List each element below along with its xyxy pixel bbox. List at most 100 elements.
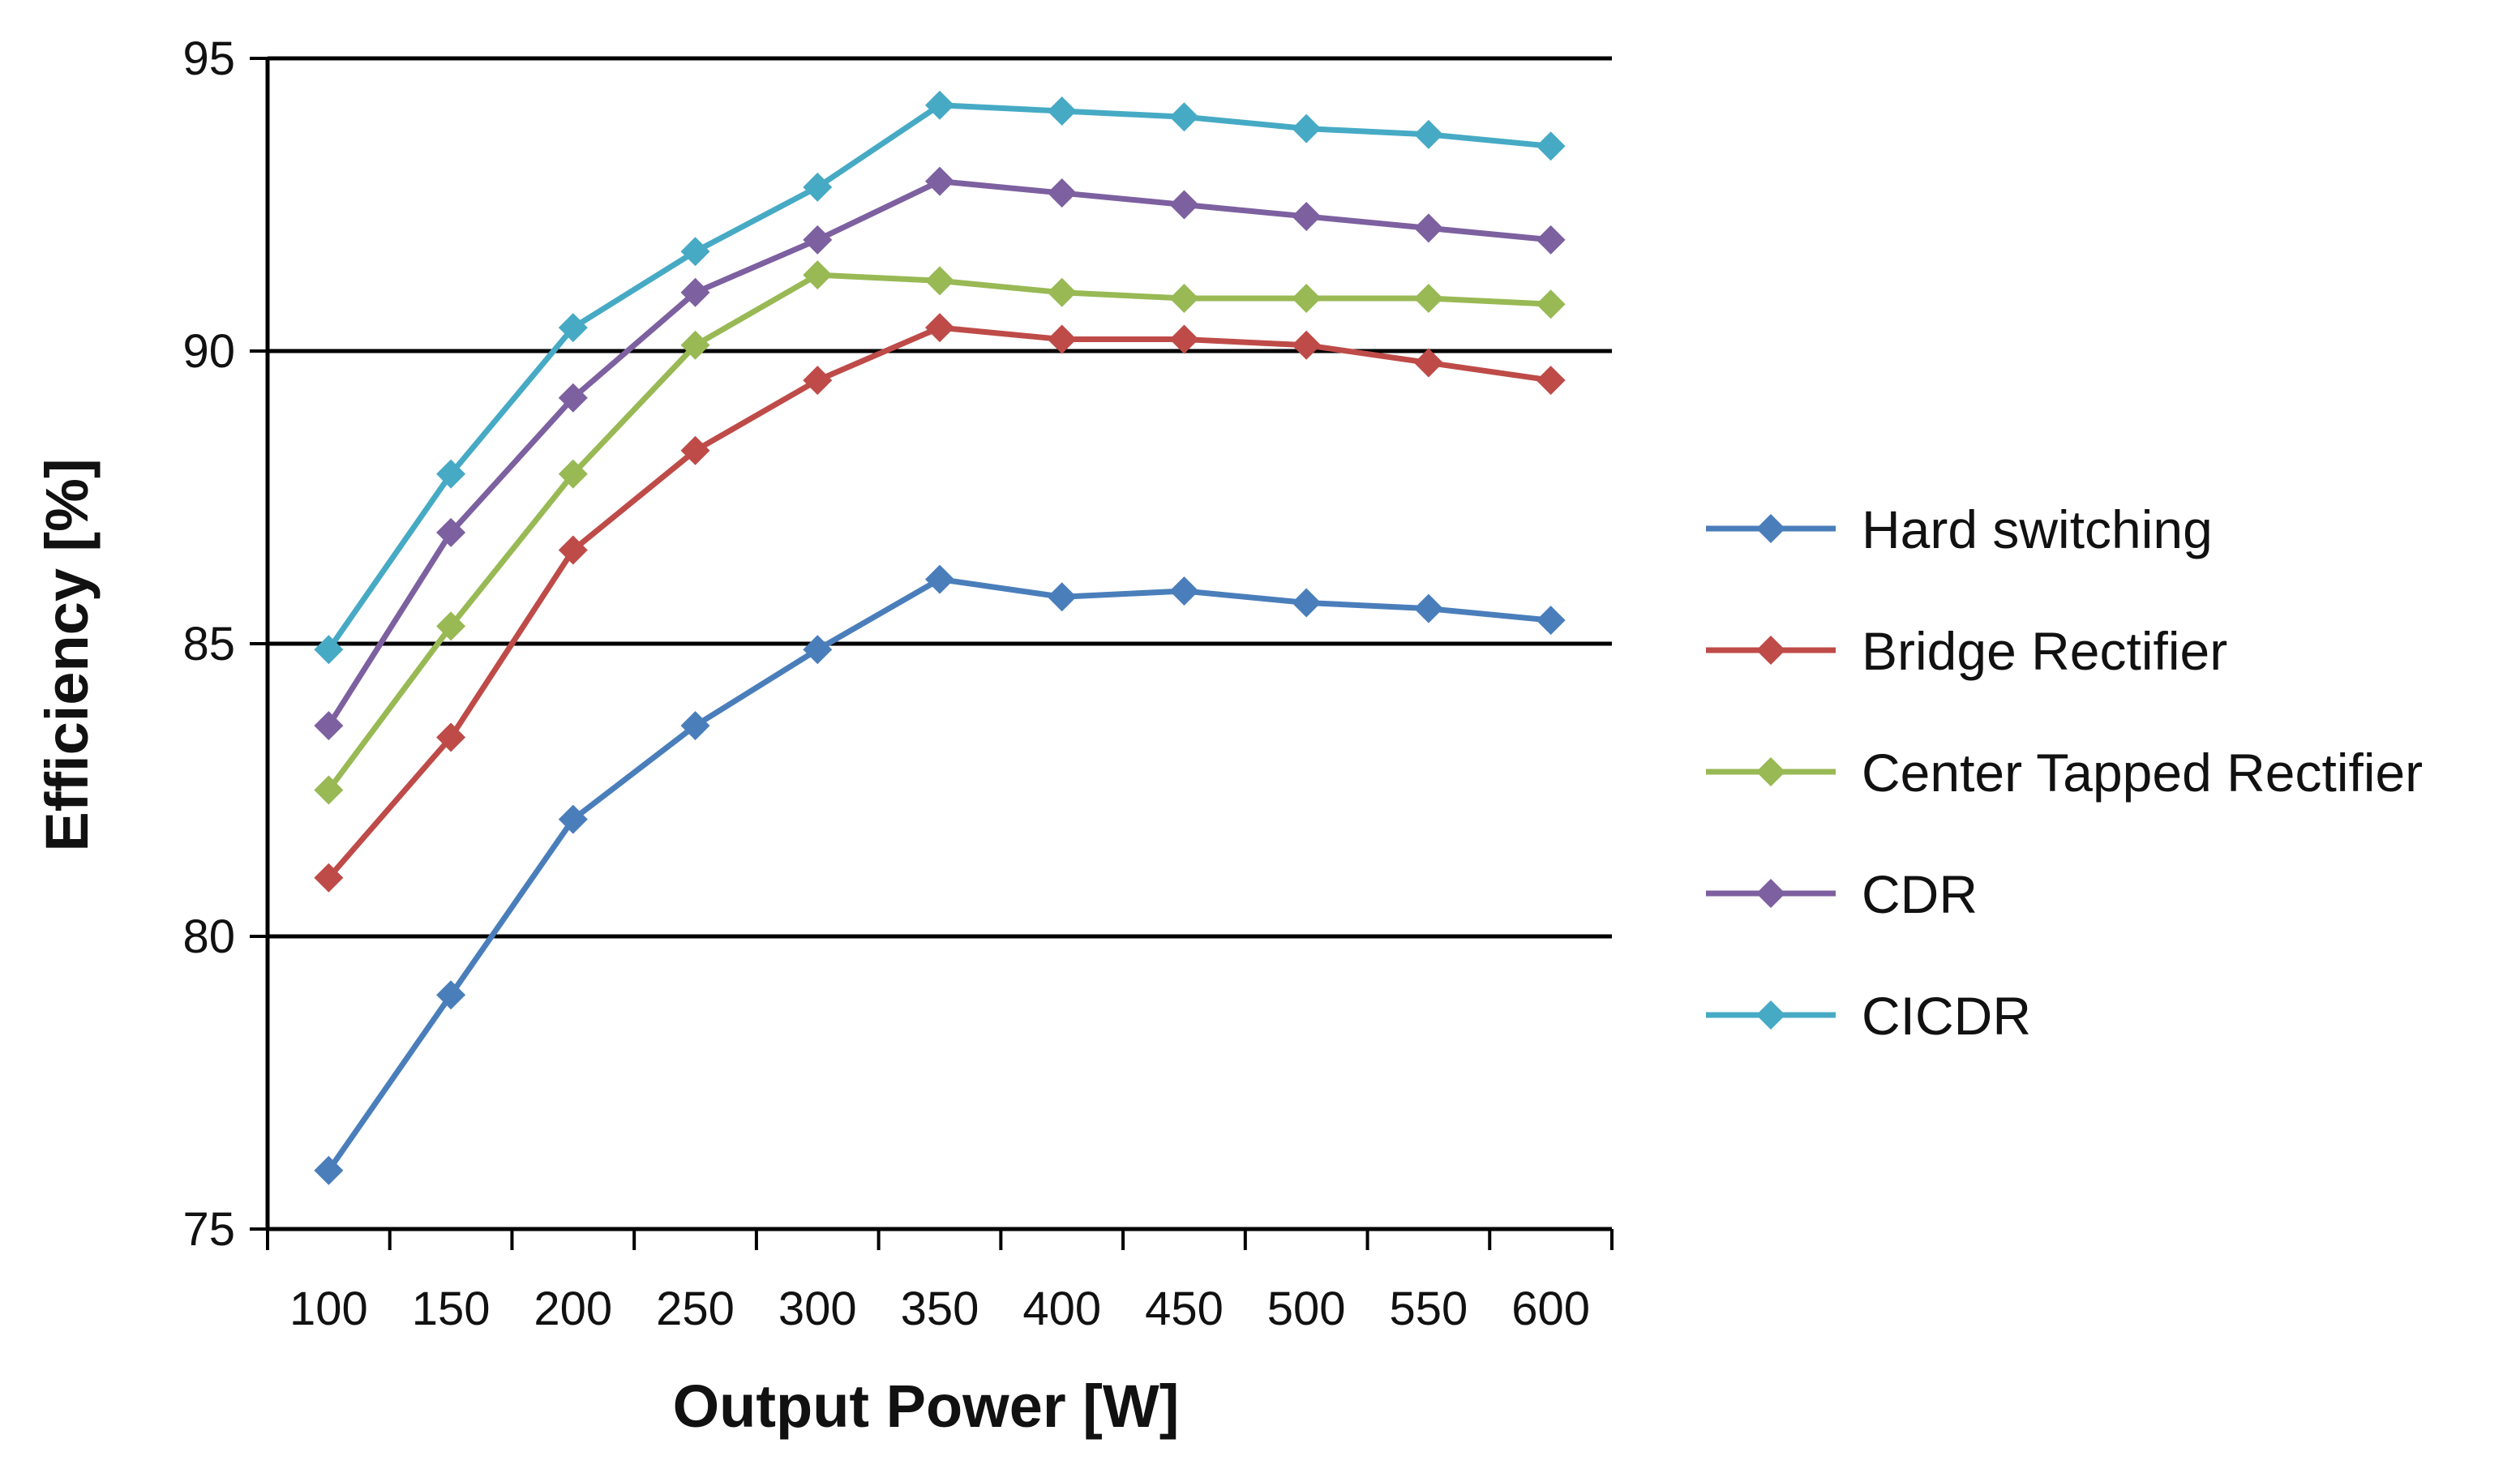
- data-point: [1292, 113, 1322, 143]
- y-tick-labels: 75 80 85 90 95: [182, 32, 235, 1256]
- data-point: [558, 383, 588, 413]
- data-point: [1047, 178, 1077, 208]
- legend-label: Hard switching: [1862, 499, 2213, 559]
- data-point: [925, 90, 954, 120]
- y-tick-label: 75: [182, 1203, 235, 1256]
- legend-item: CDR: [1706, 864, 1978, 924]
- legend-swatch-marker: [1756, 757, 1785, 786]
- x-tick-label: 450: [1145, 1283, 1224, 1335]
- x-tick-labels: 100 150 200 250 300 350 400 450 500 550 600: [289, 1283, 1590, 1335]
- data-point: [558, 535, 588, 565]
- legend-item: CICDR: [1706, 986, 2031, 1046]
- data-point: [1292, 284, 1322, 314]
- x-tick-label: 550: [1390, 1283, 1468, 1335]
- data-point: [1169, 284, 1199, 314]
- data-point: [1047, 324, 1077, 354]
- series-bridge-rectifier: [314, 313, 1566, 893]
- data-point: [314, 635, 344, 665]
- data-point: [1536, 606, 1566, 636]
- series-line: [326, 576, 1551, 1172]
- data-point: [314, 1155, 344, 1185]
- data-point: [1536, 289, 1566, 319]
- data-point: [1536, 131, 1566, 161]
- data-point: [436, 722, 466, 752]
- y-tick-label: 90: [182, 325, 235, 378]
- data-point: [680, 330, 710, 360]
- data-point: [680, 435, 710, 465]
- y-tick-label: 85: [182, 618, 235, 670]
- legend-label: CDR: [1862, 864, 1978, 924]
- series-cicdr: [314, 90, 1566, 665]
- axes: [250, 57, 1614, 1250]
- data-point: [680, 711, 710, 741]
- data-point: [1047, 582, 1077, 612]
- series-lines: [314, 90, 1566, 1185]
- legend-label: Bridge Rectifier: [1862, 621, 2227, 681]
- data-point: [1292, 588, 1322, 618]
- data-point: [1292, 201, 1322, 231]
- legend-label: CICDR: [1862, 986, 2031, 1046]
- data-point: [1413, 284, 1443, 314]
- x-axis-title: Output Power [W]: [673, 1373, 1180, 1440]
- series-cdr: [314, 166, 1566, 741]
- x-tick-label: 400: [1022, 1283, 1101, 1335]
- legend-swatch-marker: [1756, 879, 1785, 908]
- series-center-tapped-rectifier: [314, 260, 1566, 805]
- data-point: [1169, 102, 1199, 132]
- x-tick-label: 600: [1511, 1283, 1590, 1335]
- data-point: [1047, 277, 1077, 307]
- data-point: [680, 277, 710, 307]
- x-tick-label: 200: [534, 1283, 612, 1335]
- data-point: [925, 266, 954, 296]
- y-tick-label: 80: [182, 910, 235, 963]
- legend-swatch-marker: [1756, 636, 1785, 665]
- series-hard-switching: [314, 564, 1566, 1185]
- legend-label: Center Tapped Rectifier: [1862, 743, 2423, 803]
- x-tick-label: 350: [901, 1283, 979, 1335]
- data-point: [314, 775, 344, 805]
- x-tick-label: 150: [412, 1283, 491, 1335]
- data-point: [1169, 576, 1199, 606]
- x-tick-label: 300: [778, 1283, 857, 1335]
- legend-swatch-marker: [1756, 514, 1785, 543]
- data-point: [803, 260, 833, 290]
- data-point: [1536, 225, 1566, 255]
- gridlines: [268, 56, 1612, 939]
- data-point: [803, 366, 833, 396]
- data-point: [436, 517, 466, 547]
- data-point: [558, 804, 588, 834]
- legend-item: Center Tapped Rectifier: [1706, 743, 2423, 803]
- data-point: [1169, 190, 1199, 220]
- data-point: [1413, 119, 1443, 149]
- data-point: [1292, 330, 1322, 360]
- data-point: [1413, 348, 1443, 378]
- data-point: [436, 980, 466, 1010]
- x-tick-label: 100: [289, 1283, 368, 1335]
- data-point: [558, 459, 588, 489]
- data-point: [1536, 366, 1566, 396]
- data-point: [1169, 324, 1199, 354]
- x-tick-label: 500: [1267, 1283, 1346, 1335]
- x-tick-label: 250: [656, 1283, 735, 1335]
- data-point: [925, 313, 954, 343]
- data-point: [925, 166, 954, 196]
- data-point: [925, 564, 954, 594]
- y-tick-label: 95: [182, 32, 235, 85]
- data-point: [436, 459, 466, 489]
- legend-item: Bridge Rectifier: [1706, 621, 2227, 681]
- data-point: [436, 611, 466, 641]
- y-axis-title: Efficiency [%]: [33, 458, 101, 851]
- data-point: [803, 635, 833, 665]
- series-line: [326, 324, 1552, 880]
- data-point: [803, 225, 833, 255]
- data-point: [314, 711, 344, 741]
- legend: Hard switching Bridge Rectifier Center Tap…: [1706, 499, 2423, 1046]
- data-point: [558, 313, 588, 343]
- legend-swatch-marker: [1756, 1000, 1785, 1030]
- legend-item: Hard switching: [1706, 499, 2213, 559]
- data-point: [680, 237, 710, 267]
- data-point: [1413, 593, 1443, 623]
- data-point: [803, 172, 833, 202]
- data-point: [1413, 213, 1443, 243]
